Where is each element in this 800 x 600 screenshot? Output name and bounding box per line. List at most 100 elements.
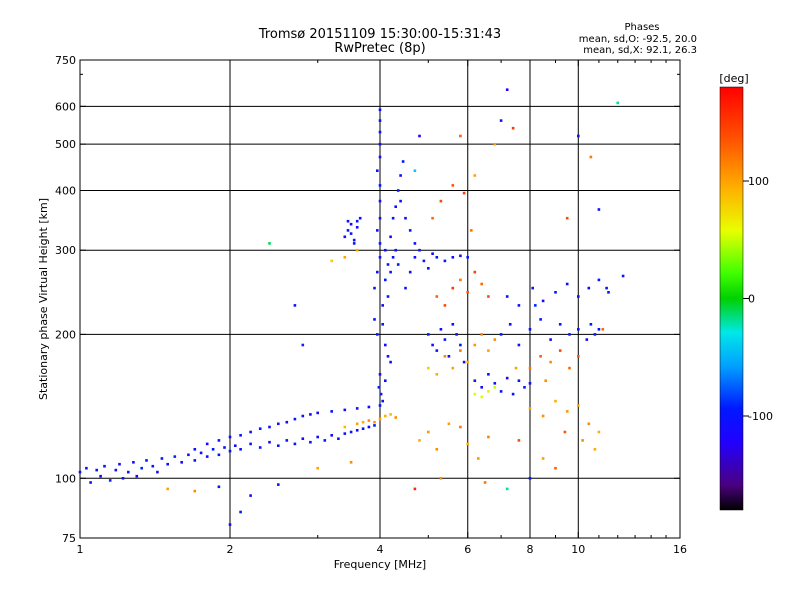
scatter-point xyxy=(447,422,451,426)
scatter-point xyxy=(349,222,353,226)
scatter-point xyxy=(480,282,483,286)
scatter-point xyxy=(505,88,509,91)
scatter-point xyxy=(480,395,483,399)
scatter-points xyxy=(78,88,625,526)
scatter-point xyxy=(378,130,382,134)
scatter-point xyxy=(166,462,169,466)
scatter-point xyxy=(199,451,203,455)
scatter-point xyxy=(565,282,569,286)
scatter-point xyxy=(99,474,102,478)
y-tick-label: 200 xyxy=(55,328,76,341)
scatter-point xyxy=(577,404,580,407)
scatter-point xyxy=(127,470,130,474)
scatter-point xyxy=(394,416,397,419)
scatter-point xyxy=(528,477,532,480)
scatter-point xyxy=(439,477,443,480)
scatter-point xyxy=(563,430,567,434)
scatter-point xyxy=(473,392,477,396)
scatter-point xyxy=(367,425,371,429)
grid-layer xyxy=(80,60,680,538)
scatter-point xyxy=(587,422,591,426)
scatter-point xyxy=(462,360,466,364)
scatter-point xyxy=(607,291,610,294)
scatter-point xyxy=(211,448,215,451)
scatter-point xyxy=(228,435,232,439)
scatter-point xyxy=(541,457,545,460)
scatter-point xyxy=(316,411,319,415)
scatter-point xyxy=(427,430,430,434)
scatter-point xyxy=(293,304,297,307)
scatter-point xyxy=(78,470,82,474)
scatter-point xyxy=(140,466,143,470)
scatter-point xyxy=(346,229,350,232)
scatter-point xyxy=(95,468,98,472)
scatter-point xyxy=(355,248,359,252)
scatter-point xyxy=(435,448,439,451)
scatter-point xyxy=(316,466,319,470)
scatter-point xyxy=(466,256,469,259)
scatter-point xyxy=(399,174,402,177)
scatter-point xyxy=(373,318,376,321)
x-tick-label: 16 xyxy=(673,543,687,556)
scatter-point xyxy=(621,274,625,278)
scatter-point xyxy=(293,417,297,421)
scatter-point xyxy=(89,481,92,484)
scatter-point xyxy=(277,483,280,486)
scatter-point xyxy=(376,169,379,172)
scatter-point xyxy=(466,442,469,446)
scatter-point xyxy=(352,242,356,245)
scatter-point xyxy=(493,142,497,146)
scatter-point xyxy=(394,205,397,208)
scatter-point xyxy=(597,278,601,282)
scatter-point xyxy=(239,434,242,437)
scatter-point xyxy=(180,461,183,464)
y-axis-label: Stationary phase Virtual Height [km] xyxy=(37,198,50,400)
scatter-point xyxy=(558,349,562,352)
scatter-point xyxy=(577,355,580,358)
scatter-point xyxy=(381,304,384,307)
scatter-point xyxy=(577,134,580,138)
scatter-point xyxy=(451,323,455,326)
scatter-point xyxy=(268,242,271,245)
scatter-point xyxy=(539,355,542,358)
scatter-point xyxy=(323,439,327,442)
scatter-point xyxy=(577,295,580,298)
scatter-point xyxy=(589,155,593,159)
scatter-point xyxy=(384,414,387,418)
scatter-point xyxy=(493,382,497,385)
scatter-point xyxy=(379,392,383,396)
scatter-point xyxy=(132,461,135,464)
scatter-point xyxy=(459,254,462,258)
scatter-point xyxy=(554,291,557,294)
scatter-point xyxy=(309,413,312,416)
scatter-point xyxy=(173,455,177,458)
scatter-point xyxy=(483,481,487,484)
scatter-point xyxy=(451,286,455,290)
scatter-point xyxy=(499,333,503,336)
scatter-point xyxy=(473,174,477,177)
scatter-point xyxy=(431,343,434,347)
scatter-point xyxy=(355,219,359,223)
scatter-point xyxy=(378,155,382,159)
scatter-point xyxy=(239,448,242,451)
scatter-point xyxy=(404,286,407,290)
scatter-point xyxy=(565,410,569,413)
scatter-point xyxy=(585,338,589,341)
scatter-point xyxy=(217,439,221,442)
scatter-point xyxy=(459,343,462,347)
chart-title: Tromsø 20151109 15:30:00-15:31:43 xyxy=(258,27,501,42)
scatter-point xyxy=(343,256,347,259)
scatter-point xyxy=(386,295,390,298)
scatter-point xyxy=(466,360,469,364)
scatter-point xyxy=(413,256,417,259)
x-tick-labels: 1 2 4 6 8 10 16 xyxy=(77,543,688,556)
scatter-point xyxy=(330,434,333,437)
scatter-point xyxy=(378,108,382,112)
scatter-point xyxy=(355,422,359,426)
scatter-point xyxy=(487,373,490,376)
scatter-point xyxy=(361,427,365,430)
scatter-point xyxy=(473,379,477,382)
scatter-point xyxy=(487,295,490,298)
colorbar-tick-label: 0 xyxy=(748,293,755,306)
